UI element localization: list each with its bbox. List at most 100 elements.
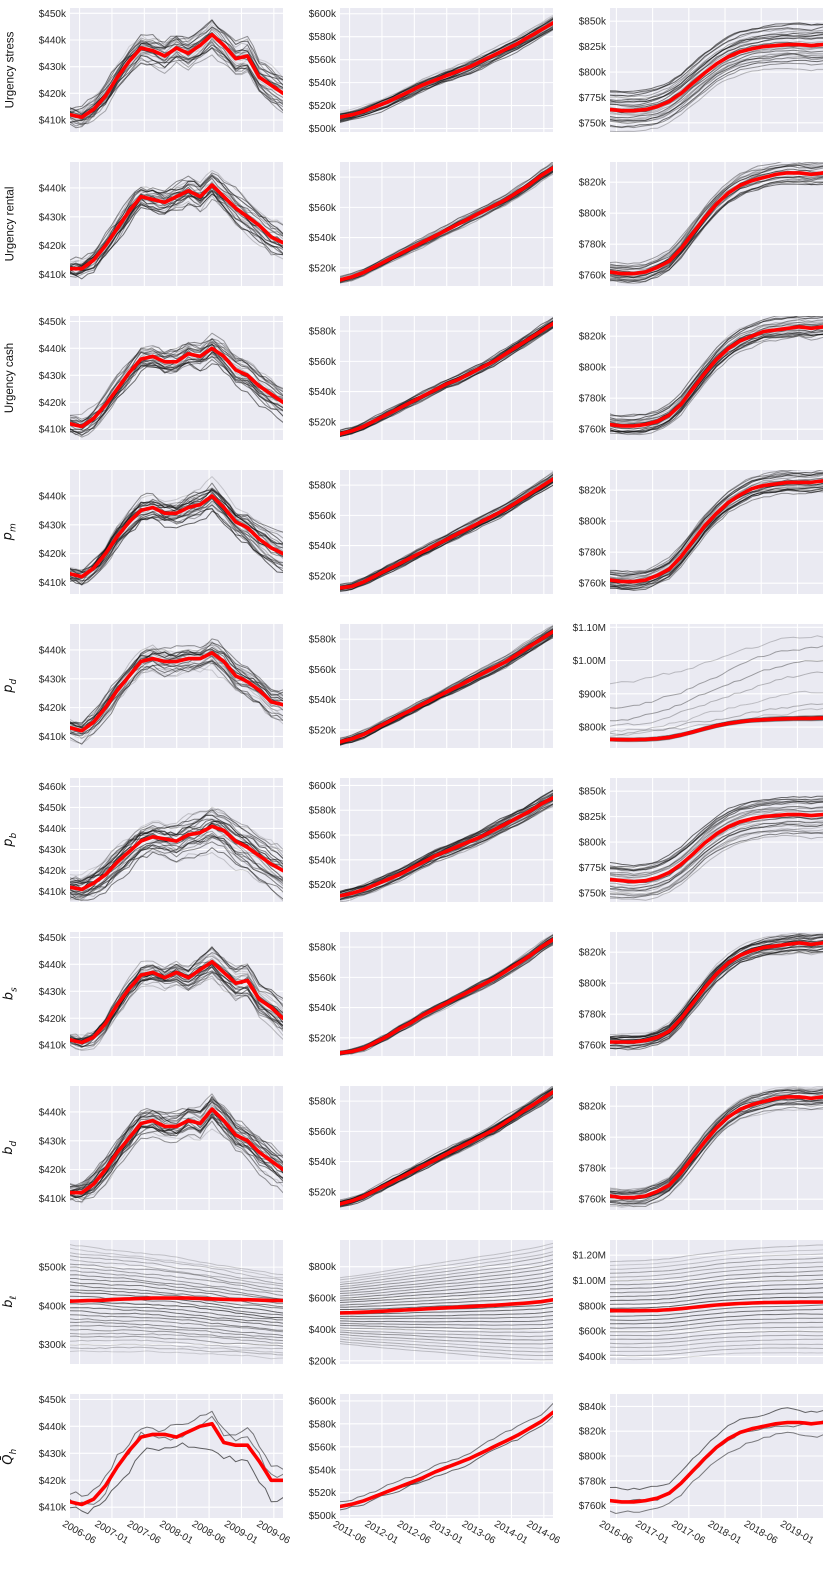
y-tick-label: $450k [39,1395,67,1406]
x-tick-label: 2006-06 [60,1519,98,1547]
row-label-text: bd [1,1141,19,1155]
subplot-r3c1: $410k $420k $430k $440k $450k [39,316,283,440]
data-lines [340,1403,553,1511]
subplot-r4c3: $760k $780k $800k $820k [579,470,823,594]
y-tick-label: $540k [309,855,337,866]
y-tick-label: $430k [39,62,67,73]
y-tick-label: $760k [579,425,607,436]
mean-line [70,494,283,579]
subplot-r6c3: $750k $775k $800k $825k $850k [579,778,823,902]
y-tick-label: $800k [579,517,607,528]
y-tick-label: $800k [579,363,607,374]
y-tick-label: $420k [39,1014,67,1025]
y-tick-label: $430k [39,1449,67,1460]
subplot-r3c3: $760k $780k $800k $820k [579,316,823,440]
x-tick-label: 2016-06 [597,1519,635,1547]
row-label-7: bs [0,924,20,1078]
y-tick-label: $775k [579,863,607,874]
data-lines [340,1242,553,1361]
data-lines [340,625,553,746]
y-tick-label: $580k [309,173,337,184]
y-tick-label: $850k [579,787,607,798]
subplot-r8c2: $520k $540k $560k $580k [309,1086,553,1210]
chart-row-1: Urgency stress $410k $420k $430k $440k $450k $… [0,0,830,154]
y-tick-label: $760k [579,579,607,590]
y-tick-label: $540k [309,695,337,706]
y-tick-label: $780k [579,1010,607,1021]
mean-line [70,1107,283,1195]
y-tick-label: $430k [39,520,67,531]
y-tick-label: $520k [309,880,337,891]
subplot-r7c3: $760k $780k $800k $820k [579,932,823,1056]
y-tick-label: $440k [39,645,67,656]
mean-line [610,42,823,113]
y-tick-label: $440k [39,344,67,355]
y-tick-label: $560k [309,1127,337,1138]
x-tick-label: 2009-06 [255,1519,290,1547]
y-tick-label: $430k [39,845,67,856]
subplot-r8c3: $760k $780k $800k $820k [579,1086,823,1210]
y-tick-label: $580k [309,1419,337,1430]
y-tick-label: $520k [309,101,337,112]
x-tick-label: 2011-06 [331,1519,368,1547]
data-lines [610,1407,823,1514]
y-tick-label: $440k [39,960,67,971]
y-tick-label: $410k [39,887,67,898]
y-tick-label: $820k [579,486,607,497]
subplot-r4c2: $520k $540k $560k $580k [309,470,553,594]
mean-line [610,716,823,742]
row-label-2: Urgency rental [0,154,20,308]
y-tick-label: $560k [309,665,337,676]
y-tick-label: $430k [39,212,67,223]
row-label-text: bℓ [1,1296,19,1308]
y-tick-label: $440k [39,183,67,194]
chart-row-8: bd $410k $420k $430k $440k $520k $540k $560k $58… [0,1078,830,1232]
y-tick-label: $450k [39,9,67,20]
y-tick-label: $760k [579,1195,607,1206]
y-tick-label: $560k [309,511,337,522]
mean-line [340,1410,553,1509]
subplot-r6c2: $520k $540k $560k $580k $600k [309,778,553,902]
y-tick-label: $560k [309,357,337,368]
y-tick-label: $800k [579,68,607,79]
mean-line [610,171,823,276]
y-tick-label: $410k [39,578,67,589]
x-tick-label: 2007-06 [125,1519,163,1547]
mean-line [340,21,553,119]
y-tick-label: $1.20M [573,1251,606,1262]
y-tick-label: $560k [309,203,337,214]
x-tick-label: 2014-06 [525,1519,560,1547]
y-tick-label: $560k [309,973,337,984]
subplot-r1c1: $410k $420k $430k $440k $450k [39,8,283,132]
data-lines [70,332,283,438]
y-tick-label: $420k [39,398,67,409]
data-lines [610,1086,823,1208]
subplot-r9c3: $400k $600k $800k $1.00M $1.20M [573,1240,823,1364]
y-tick-label: $410k [39,1194,67,1205]
row-label-9: bℓ [0,1232,20,1386]
y-tick-label: $750k [579,888,607,899]
y-tick-label: $540k [309,1003,337,1014]
y-tick-label: $440k [39,824,67,835]
y-tick-label: $760k [579,1041,607,1052]
y-tick-label: $540k [309,1157,337,1168]
y-tick-label: $520k [309,1033,337,1044]
subplot-r6c1: $410k $420k $430k $440k $450k $460k [39,778,283,902]
mean-line [70,1421,283,1507]
x-tick-label: 2012-06 [395,1519,433,1547]
mean-line [340,477,553,590]
y-tick-label: $460k [39,782,67,793]
y-tick-label: $820k [579,948,607,959]
y-tick-label: $540k [309,1465,337,1476]
x-tick-label: 2013-06 [460,1519,498,1547]
y-tick-label: $600k [579,1327,607,1338]
subplot-r9c1: $300k $400k $500k [39,1240,283,1364]
y-tick-label: $800k [579,209,607,220]
mean-line [610,1420,823,1504]
y-tick-label: $580k [309,806,337,817]
data-lines [70,806,283,902]
data-lines [610,470,823,591]
y-tick-label: $410k [39,732,67,743]
data-lines [610,316,823,436]
row-label-3: Urgency cash [0,308,20,462]
